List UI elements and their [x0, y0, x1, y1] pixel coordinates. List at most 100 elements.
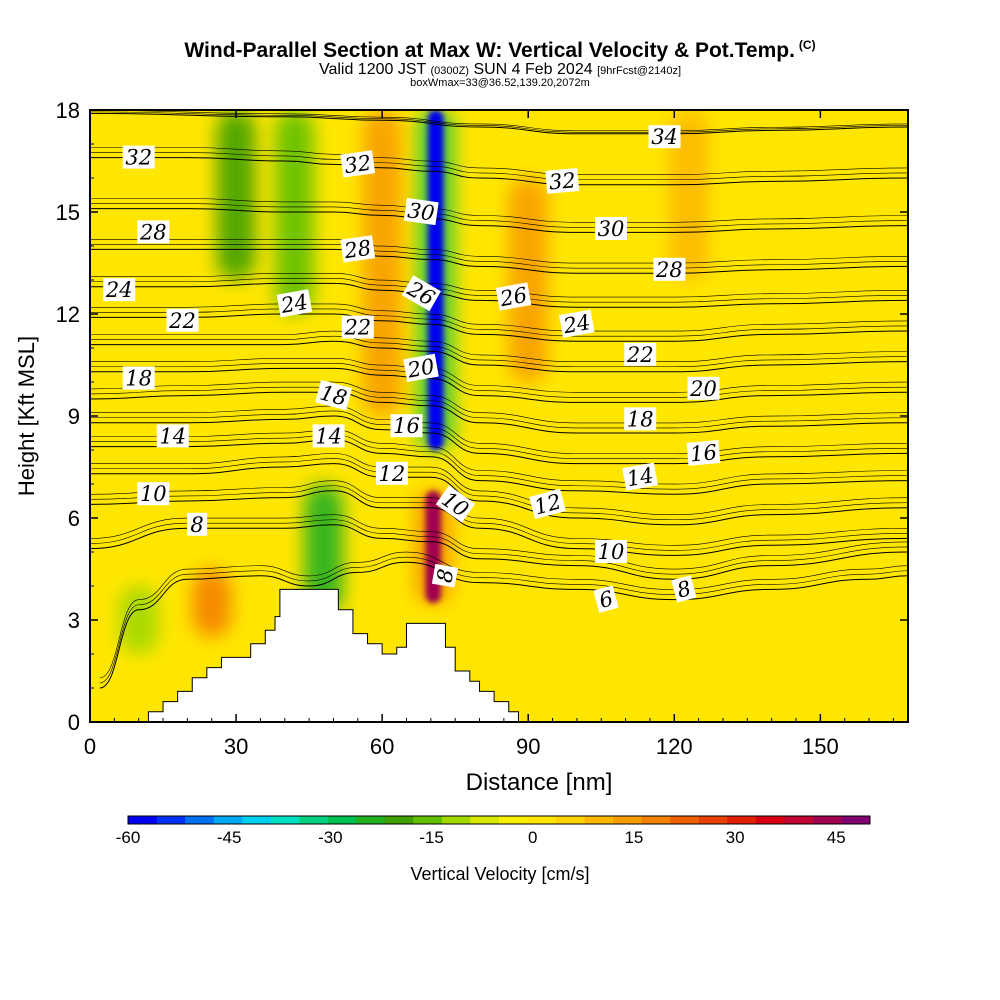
colorbar-swatch	[441, 816, 471, 824]
terrain-profile	[147, 588, 519, 723]
colorbar-tick-label: -30	[318, 828, 343, 847]
contour-label-1: 28	[137, 220, 170, 244]
contour-label-21: 34	[648, 125, 681, 149]
forecast-info: [9hrFcst@2140z]	[597, 65, 682, 77]
contour-label-16: 16	[390, 414, 423, 438]
contour-line-18	[90, 391, 908, 434]
contour-line-24	[90, 313, 908, 342]
colorbar-tick-label: 0	[528, 828, 537, 847]
colorbar-tick-label: 30	[726, 828, 745, 847]
x-tick-label: 60	[370, 734, 394, 759]
contour-label-bg	[341, 315, 374, 339]
colorbar-swatch	[641, 816, 671, 824]
contour-label-text: 34	[651, 125, 678, 149]
contour-label-bg	[137, 220, 170, 244]
contour-line-26-minor-0	[90, 278, 908, 303]
contour-line-16-minor-0	[90, 410, 908, 459]
colorbar-swatch	[727, 816, 757, 824]
contour-label-bg	[403, 197, 439, 226]
contour-label-0: 32	[122, 145, 155, 170]
contour-label-15: 18	[315, 379, 353, 411]
contour-line-20-minor-0	[90, 363, 908, 398]
contour-label-bg	[156, 424, 189, 448]
contour-label-bg	[166, 308, 199, 332]
contour-line-30-minor-1	[90, 198, 908, 223]
colorbar-swatch	[812, 816, 842, 824]
velocity-cell-7	[508, 178, 548, 382]
colorbar-swatch	[242, 816, 272, 824]
contour-line-24-minor-1	[90, 303, 908, 332]
contour-label-31: 14	[622, 462, 658, 491]
contour-label-6: 10	[137, 482, 170, 506]
colorbar-swatch	[327, 816, 357, 824]
x-axis-label: Distance [nm]	[466, 769, 613, 796]
colorbar-swatch	[613, 816, 643, 824]
contour-line-22-minor-0	[90, 335, 908, 368]
contour-label-text: 26	[497, 283, 528, 311]
contour-label-text: 24	[278, 290, 309, 318]
contour-label-text: 32	[548, 168, 577, 194]
contour-label-bg	[495, 282, 532, 311]
contour-line-6-minor-1	[99, 551, 908, 679]
contour-label-text: 18	[627, 407, 654, 431]
contour-label-text: 22	[626, 343, 654, 367]
contour-label-text: 18	[125, 367, 152, 391]
contour-label-20: 8	[431, 563, 458, 588]
contour-label-5: 14	[156, 424, 189, 448]
chart-title-text: Wind-Parallel Section at Max W: Vertical…	[184, 39, 795, 62]
colorbar-swatch	[556, 816, 586, 824]
colorbar-swatch	[841, 816, 871, 824]
contour-label-17: 14	[312, 424, 345, 448]
chart-subtitle: Valid 1200 JST (0300Z) SUN 4 Feb 2024 [9…	[0, 61, 1000, 79]
contour-line-28-minor-1	[90, 239, 908, 264]
colorbar-tick-label: -45	[217, 828, 242, 847]
contour-line-26	[90, 282, 908, 308]
contour-line-28	[90, 248, 908, 274]
contour-line-30	[90, 208, 908, 233]
contour-line-32-minor-0	[90, 152, 908, 181]
y-tick-label: 18	[56, 98, 80, 123]
contour-line-20-minor-1	[90, 358, 908, 393]
contour-label-23: 30	[594, 217, 627, 241]
contour-label-text: 20	[689, 377, 717, 401]
box-wmax-line: boxWmax=33@36.52,139.20,2072m	[410, 77, 590, 89]
contour-label-text: 20	[405, 354, 436, 382]
colorbar-swatch	[185, 816, 215, 824]
contour-label-text: 30	[406, 198, 436, 225]
y-tick-label: 15	[56, 200, 80, 225]
velocity-cell-8	[669, 110, 709, 280]
contour-label-bg	[401, 275, 441, 312]
contour-label-bg	[624, 342, 657, 366]
valid-utc: (0300Z)	[430, 65, 469, 77]
contour-line-8-minor-0	[90, 519, 908, 575]
contour-label-text: 14	[625, 463, 655, 491]
y-tick-label: 0	[68, 710, 80, 735]
x-tick-label: 90	[516, 734, 540, 759]
contour-label-bg	[312, 424, 345, 448]
y-tick-label: 3	[68, 608, 80, 633]
contour-line-28-minor-0	[90, 244, 908, 269]
contour-label-text: 24	[561, 310, 592, 338]
contour-label-2: 24	[103, 278, 136, 302]
colorbar-swatch	[584, 816, 614, 824]
contour-label-bg	[594, 217, 627, 240]
contour-label-text: 28	[342, 236, 373, 264]
contour-label-text: 10	[140, 482, 167, 506]
contour-label-text: 14	[159, 424, 186, 448]
valid-date: SUN 4 Feb 2024	[473, 61, 593, 78]
contour-label-bg	[545, 168, 580, 194]
contour-label-bg	[435, 485, 476, 523]
colorbar: -60 -45 -30 -15 0 15 30 45 Vertical Velocity [cm…	[116, 815, 871, 884]
contour-line-12	[90, 463, 908, 526]
contour-label-bg	[103, 278, 136, 302]
contour-label-text: 6	[597, 586, 616, 613]
contour-label-text: 22	[343, 316, 371, 340]
contour-line-34-minor-0	[90, 111, 908, 133]
contour-line-10	[90, 490, 908, 556]
contour-label-25: 26	[495, 282, 532, 311]
contour-label-bg	[671, 575, 697, 603]
contour-labels: 32 28 24 22 18 14 10 8 32 30 28 24 22 26 20 18 16 14 12 10 8…	[103, 125, 721, 613]
contour-label-text: 28	[139, 220, 167, 244]
contour-line-18-minor-1	[90, 381, 908, 424]
